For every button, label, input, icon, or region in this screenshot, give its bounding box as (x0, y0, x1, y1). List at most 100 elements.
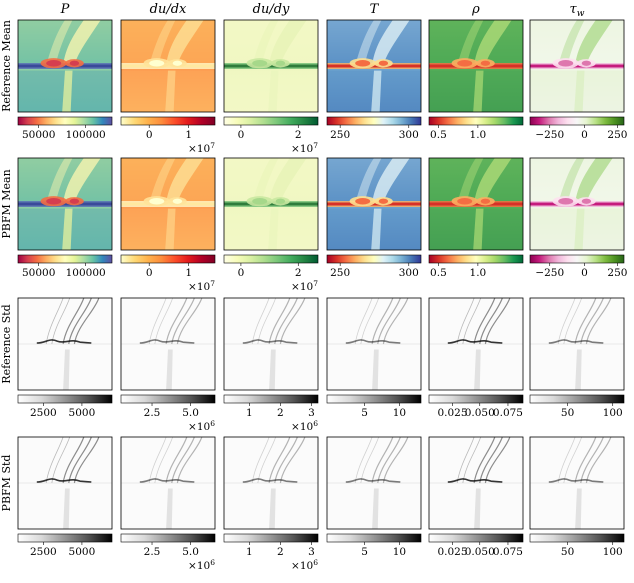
colorbar-tick-label: 0 (238, 267, 245, 279)
colorbar-tick-label: 50000 (22, 267, 55, 279)
panel-P-1 (17, 157, 113, 251)
panel-T-3 (326, 436, 422, 530)
colorbar-dudy-2 (223, 394, 319, 404)
colorbar-exponent: ×107 (291, 279, 318, 293)
panel-P-0 (17, 19, 113, 113)
colorbar-exponent: ×106 (291, 558, 318, 572)
colorbar-P-2 (17, 394, 113, 404)
colorbar-tick-label: 0.050 (465, 407, 495, 419)
colorbar-tick-label: 250 (607, 129, 627, 141)
colorbar-T-3 (326, 533, 422, 543)
colorbar-tick-label: 100 (603, 407, 623, 419)
colorbar-tick-label: 0 (581, 129, 588, 141)
colorbar-tick-label: 2.5 (144, 407, 161, 419)
colorbar-T-2 (326, 394, 422, 404)
column-title-P: P (60, 2, 70, 17)
colorbar-dudy-3 (223, 533, 319, 543)
column-title-rho: ρ (471, 2, 480, 17)
colorbar-P-0 (17, 116, 113, 126)
column-title-T: T (370, 2, 380, 17)
panel-rho-0 (428, 19, 524, 113)
panel-dudy-1 (223, 157, 319, 251)
panel-dudx-1 (120, 157, 216, 251)
colorbar-tick-label: 100 (603, 546, 623, 558)
column-title-dudy: du/dy (253, 2, 290, 17)
colorbar-tick-label: 1 (246, 407, 253, 419)
colorbar-P-1 (17, 254, 113, 264)
colorbar-tick-label: 0.075 (493, 407, 523, 419)
panel-dudx-3 (120, 436, 216, 530)
colorbar-tick-label: 5 (361, 407, 368, 419)
colorbar-dudx-1 (120, 254, 216, 264)
colorbar-dudx-3 (120, 533, 216, 543)
colorbar-P-3 (17, 533, 113, 543)
colorbar-tick-label: 5 (361, 546, 368, 558)
colorbar-exponent: ×106 (188, 419, 215, 433)
panel-T-0 (326, 19, 422, 113)
colorbar-tauw-2 (529, 394, 625, 404)
colorbar-tick-label: 3 (308, 407, 315, 419)
colorbar-tick-label: 2.5 (144, 546, 161, 558)
column-title-dudx: du/dx (150, 2, 187, 17)
colorbar-tick-label: 1 (246, 546, 253, 558)
panel-T-1 (326, 157, 422, 251)
colorbar-tick-label: 0.025 (437, 407, 467, 419)
colorbar-tick-label: 10 (393, 546, 406, 558)
colorbar-tauw-0 (529, 116, 625, 126)
colorbar-tick-label: 100000 (66, 129, 106, 141)
panel-tauw-0 (529, 19, 625, 113)
colorbar-exponent: ×106 (291, 419, 318, 433)
panel-tauw-3 (529, 436, 625, 530)
colorbar-rho-1 (428, 254, 524, 264)
colorbar-exponent: ×106 (188, 558, 215, 572)
colorbar-rho-3 (428, 533, 524, 543)
colorbar-tick-label: 2500 (30, 546, 57, 558)
panel-rho-2 (428, 297, 524, 391)
colorbar-tauw-1 (529, 254, 625, 264)
colorbar-dudy-1 (223, 254, 319, 264)
colorbar-tick-label: 5000 (69, 546, 96, 558)
colorbar-tick-label: 2 (295, 267, 302, 279)
colorbar-tick-label: 5000 (69, 407, 96, 419)
panel-rho-1 (428, 157, 524, 251)
colorbar-tick-label: 50 (561, 407, 574, 419)
colorbar-tick-label: 0.5 (430, 267, 447, 279)
colorbar-tick-label: 0 (581, 267, 588, 279)
colorbar-tick-label: 250 (330, 267, 350, 279)
colorbar-tick-label: 0 (146, 267, 153, 279)
colorbar-tick-label: 50000 (22, 129, 55, 141)
colorbar-tick-label: −250 (535, 129, 564, 141)
colorbar-exponent: ×107 (188, 279, 215, 293)
colorbar-tick-label: 300 (399, 129, 419, 141)
colorbar-tick-label: 250 (330, 129, 350, 141)
colorbar-rho-0 (428, 116, 524, 126)
colorbar-dudy-0 (223, 116, 319, 126)
colorbar-tick-label: 1.0 (470, 267, 487, 279)
colorbar-dudx-2 (120, 394, 216, 404)
colorbar-T-0 (326, 116, 422, 126)
colorbar-tick-label: 5.0 (182, 546, 199, 558)
colorbar-exponent: ×107 (291, 141, 318, 155)
colorbar-rho-2 (428, 394, 524, 404)
column-title-tauw: τw (570, 2, 585, 19)
panel-P-3 (17, 436, 113, 530)
colorbar-tick-label: 2 (295, 129, 302, 141)
row-label-3: PBFM Std (0, 455, 13, 512)
colorbar-tauw-3 (529, 533, 625, 543)
colorbar-tick-label: 1.0 (470, 129, 487, 141)
colorbar-tick-label: 1 (185, 267, 192, 279)
row-label-2: Reference Std (0, 304, 13, 383)
panel-dudx-0 (120, 19, 216, 113)
panel-rho-3 (428, 436, 524, 530)
colorbar-tick-label: 10 (393, 407, 406, 419)
panel-P-2 (17, 297, 113, 391)
colorbar-tick-label: −250 (535, 267, 564, 279)
panel-tauw-1 (529, 157, 625, 251)
row-label-0: Reference Mean (0, 20, 13, 112)
panel-dudx-2 (120, 297, 216, 391)
colorbar-tick-label: 100000 (66, 267, 106, 279)
colorbar-tick-label: 2 (277, 546, 284, 558)
colorbar-tick-label: 0 (146, 129, 153, 141)
